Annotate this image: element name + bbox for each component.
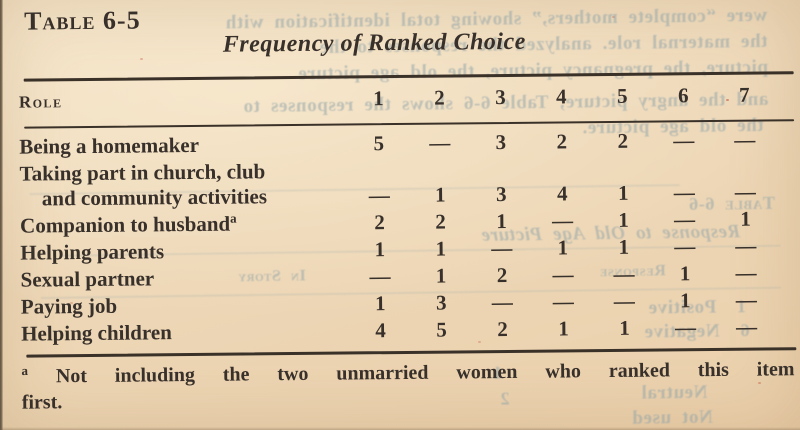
- row-value: 1: [740, 206, 751, 231]
- row-label: Taking part in church, club and community…: [19, 159, 268, 211]
- row-value: 2: [496, 262, 508, 288]
- rank-header: 2: [434, 85, 445, 110]
- row-value: 1: [374, 291, 386, 316]
- rank-header: 7: [738, 82, 750, 107]
- rank-header: 3: [495, 84, 506, 110]
- row-value: 4: [375, 318, 386, 343]
- row-value: 2: [556, 129, 568, 154]
- row-value: 3: [495, 181, 507, 207]
- row-value: 1: [618, 234, 630, 259]
- row-value: —: [369, 264, 391, 289]
- row-value: 1: [496, 208, 507, 234]
- row-value: 1: [435, 263, 447, 288]
- row-value: 4: [556, 181, 568, 206]
- row-value: 1: [679, 261, 691, 286]
- paper-speck: [758, 382, 761, 384]
- row-value: —: [734, 127, 756, 152]
- row-value: —: [613, 261, 635, 286]
- row-value: 1: [557, 235, 569, 260]
- row-label: Paying job: [20, 293, 118, 319]
- bottom-rule: [26, 347, 797, 358]
- table-title: Frequency of Ranked Choice: [222, 28, 526, 58]
- row-value: —: [735, 287, 757, 312]
- row-value: 5: [436, 317, 447, 342]
- row-value: 1: [374, 237, 386, 262]
- row-value: —: [673, 128, 695, 153]
- row-value: 1: [618, 207, 629, 232]
- role-column-header: Role: [18, 92, 63, 112]
- footnote: a Not including the two unmarried women …: [21, 356, 794, 415]
- row-value: 5: [373, 131, 385, 156]
- paper-speck: [70, 302, 73, 304]
- row-value: —: [368, 183, 390, 208]
- row-value: —: [552, 262, 574, 287]
- row-value: —: [734, 179, 756, 204]
- row-value: 2: [497, 316, 508, 342]
- row-label: Helping children: [21, 320, 172, 346]
- row-value: 1: [619, 315, 630, 340]
- row-value: 1: [558, 316, 569, 341]
- top-rule: [23, 71, 794, 82]
- table-row: Taking part in church, club and community…: [19, 154, 775, 211]
- rank-header: 6: [677, 83, 689, 108]
- row-value: —: [551, 208, 574, 233]
- row-label: Companion to husbanda: [19, 210, 237, 238]
- row-value: 1: [435, 236, 447, 261]
- rank-header: 4: [556, 84, 567, 109]
- scan-edge: [0, 427, 800, 430]
- row-value: —: [429, 130, 451, 155]
- row-label: Helping parents: [20, 239, 165, 265]
- paper-speck: [140, 58, 143, 60]
- row-label: Being a homemaker: [19, 132, 200, 159]
- scan-edge: [0, 0, 3, 430]
- header-rule: [24, 119, 795, 129]
- row-value: 1: [617, 180, 629, 205]
- table-header-row: Role 1 2 3 4 5 6 7: [19, 82, 775, 114]
- row-value: —: [735, 233, 757, 258]
- rank-header: 5: [617, 83, 628, 108]
- paper-speck: [726, 99, 729, 101]
- row-value: 3: [495, 129, 507, 155]
- row-value: —: [735, 260, 757, 285]
- row-value: 2: [617, 128, 629, 153]
- paper-speck: [478, 341, 481, 343]
- row-value: —: [674, 315, 697, 340]
- row-value: 2: [374, 210, 385, 235]
- row-value: —: [613, 288, 635, 313]
- footnote-marker: a: [21, 362, 29, 378]
- row-value: —: [552, 289, 574, 314]
- row-value: 1: [434, 182, 446, 207]
- row-value: —: [491, 289, 513, 315]
- row-value: —: [491, 235, 513, 261]
- row-value: 1: [679, 288, 691, 313]
- row-value: —: [673, 180, 695, 205]
- paper-speck: [612, 16, 615, 18]
- footnote-ref: a: [230, 210, 237, 226]
- row-value: —: [735, 314, 758, 339]
- row-value: —: [673, 207, 696, 232]
- row-value: —: [674, 234, 696, 259]
- table-row: Helping children 4 5 2 1 1 — —: [21, 314, 777, 346]
- rank-header: 1: [373, 86, 384, 111]
- table-body: Being a homemaker 5 — 3 2 2 — — Taking p…: [19, 127, 777, 348]
- row-value: 2: [435, 209, 446, 234]
- row-label: Sexual partner: [20, 266, 155, 292]
- row-value: 3: [435, 290, 447, 315]
